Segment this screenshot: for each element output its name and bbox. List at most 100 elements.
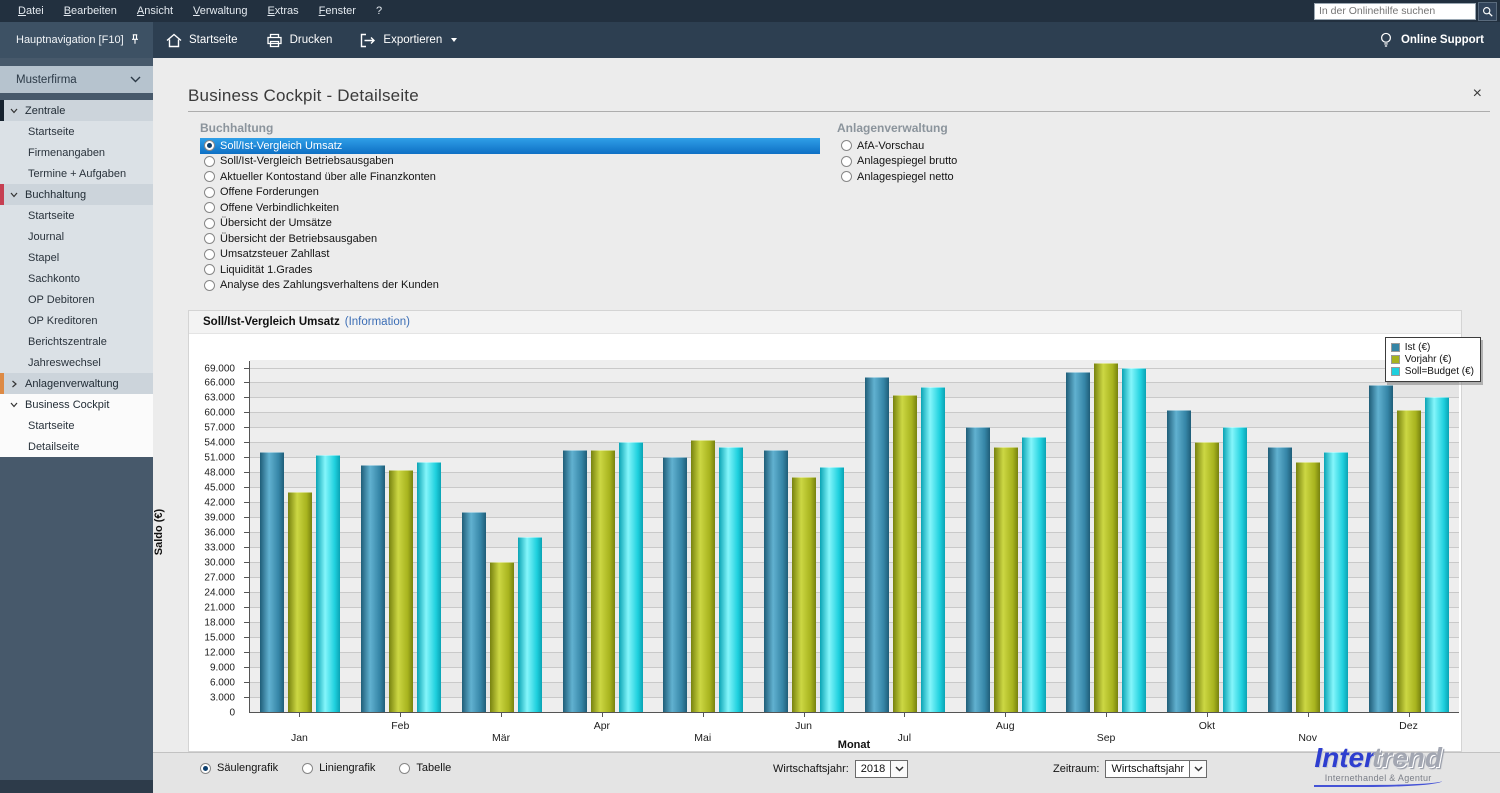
sidebar-item-label: Berichtszentrale bbox=[28, 335, 107, 348]
option-soll-ist-vergleich-betriebsausgaben[interactable]: Soll/Ist-Vergleich Betriebsausgaben bbox=[200, 154, 820, 170]
sidebar-item-buchhaltung-jahreswechsel[interactable]: Jahreswechsel bbox=[0, 352, 153, 373]
radio-icon bbox=[204, 140, 215, 152]
sidebar-section-buchhaltung[interactable]: Buchhaltung bbox=[0, 184, 153, 205]
option-label: Aktueller Kontostand über alle Finanzkon… bbox=[220, 170, 436, 183]
y-tick-mark bbox=[244, 592, 249, 594]
view-option-saeulengrafik[interactable]: Säulengrafik bbox=[200, 762, 278, 774]
search-button[interactable] bbox=[1478, 1, 1497, 21]
search-input[interactable] bbox=[1314, 2, 1476, 20]
sidebar-item-business-cockpit-detailseite[interactable]: Detailseite bbox=[0, 436, 153, 457]
sidebar-item-buchhaltung-op-kreditoren[interactable]: OP Kreditoren bbox=[0, 310, 153, 331]
view-option-liniengrafik[interactable]: Liniengrafik bbox=[302, 762, 375, 774]
option-label: Umsatzsteuer Zahllast bbox=[220, 248, 330, 261]
wirtschaftsjahr-select[interactable]: 2018 bbox=[854, 760, 909, 778]
option-anlagespiegel-brutto[interactable]: Anlagespiegel brutto bbox=[837, 154, 1137, 170]
option-umsatzsteuer-zahllast[interactable]: Umsatzsteuer Zahllast bbox=[200, 247, 820, 263]
option-liquiditaet-1-grades[interactable]: Liquidität 1.Grades bbox=[200, 262, 820, 278]
option-offene-verbindlichkeiten[interactable]: Offene Verbindlichkeiten bbox=[200, 200, 820, 216]
sidebar-item-buchhaltung-journal[interactable]: Journal bbox=[0, 226, 153, 247]
legend-item-vorjahr: Vorjahr (€) bbox=[1390, 353, 1474, 365]
online-support-button[interactable]: Online Support bbox=[1379, 22, 1484, 58]
grid-band bbox=[250, 682, 1459, 698]
x-label-cell: Aug bbox=[955, 713, 1056, 746]
sidebar-section-zentrale[interactable]: Zentrale bbox=[0, 100, 153, 121]
bar-group-nov bbox=[1258, 361, 1359, 712]
wirtschaftsjahr-value: 2018 bbox=[860, 763, 886, 775]
menu-item-datei[interactable]: Datei bbox=[18, 5, 44, 17]
plot-area bbox=[249, 360, 1459, 713]
bar-ist-jun bbox=[764, 449, 789, 712]
close-button[interactable]: × bbox=[1472, 85, 1482, 102]
option-uebersicht-der-betriebsausgaben[interactable]: Übersicht der Betriebsausgaben bbox=[200, 231, 820, 247]
sidebar-section-label: Anlagenverwaltung bbox=[25, 377, 119, 390]
menu-item-help[interactable]: ? bbox=[375, 5, 383, 17]
sidebar-section-anlagenverwaltung[interactable]: Anlagenverwaltung bbox=[0, 373, 153, 394]
grid-band bbox=[250, 397, 1459, 413]
wirtschaftsjahr-label: Wirtschaftsjahr: bbox=[773, 763, 849, 775]
company-selector[interactable]: Musterfirma bbox=[0, 66, 153, 93]
information-link[interactable]: (Information) bbox=[344, 316, 410, 328]
bar-ist-feb bbox=[361, 464, 386, 712]
startseite-button[interactable]: Startseite bbox=[166, 33, 238, 48]
option-aktueller-kontostand-ueber-alle-finanzkonten[interactable]: Aktueller Kontostand über alle Finanzkon… bbox=[200, 169, 820, 185]
radio-icon bbox=[204, 217, 215, 229]
y-tick-label: 45.000 bbox=[204, 482, 235, 494]
chevron-right-icon bbox=[12, 380, 17, 387]
grid-band bbox=[250, 562, 1459, 578]
option-anlagespiegel-netto[interactable]: Anlagespiegel netto bbox=[837, 169, 1137, 185]
x-label-cell: Nov bbox=[1257, 713, 1358, 746]
sidebar-item-buchhaltung-op-debitoren[interactable]: OP Debitoren bbox=[0, 289, 153, 310]
logo-text-inter: Inter bbox=[1314, 742, 1375, 773]
bar-group-dez bbox=[1358, 361, 1459, 712]
bar-group-feb bbox=[351, 361, 452, 712]
y-tick-mark bbox=[244, 517, 249, 519]
logo-text-trend: trend bbox=[1372, 742, 1442, 773]
hauptnavigation-button[interactable]: Hauptnavigation [F10] bbox=[0, 22, 153, 58]
option-soll-ist-vergleich-umsatz[interactable]: Soll/Ist-Vergleich Umsatz bbox=[200, 138, 820, 154]
bar-ist-maer bbox=[461, 512, 486, 712]
y-tick-label: 48.000 bbox=[204, 467, 235, 479]
sidebar-section-business-cockpit[interactable]: Business Cockpit bbox=[0, 394, 153, 415]
bar-vorjahr-maer bbox=[489, 562, 514, 712]
sidebar-item-zentrale-firmenangaben[interactable]: Firmenangaben bbox=[0, 142, 153, 163]
online-support-label: Online Support bbox=[1400, 34, 1484, 46]
option-label: AfA-Vorschau bbox=[857, 139, 925, 152]
menu-item-extras[interactable]: Extras bbox=[267, 5, 299, 17]
footer-bar: Säulengrafik Liniengrafik Tabelle Wirtscha… bbox=[153, 752, 1500, 793]
grid-band bbox=[250, 592, 1459, 608]
sidebar-item-buchhaltung-berichtszentrale[interactable]: Berichtszentrale bbox=[0, 331, 153, 352]
option-uebersicht-der-umsaetze[interactable]: Übersicht der Umsätze bbox=[200, 216, 820, 232]
option-analyse-des-zahlungsverhaltens-der-kunden[interactable]: Analyse des Zahlungsverhaltens der Kunde… bbox=[200, 278, 820, 294]
toolbar-buttons: Startseite Drucken Exportieren bbox=[166, 22, 458, 58]
sidebar-item-buchhaltung-startseite[interactable]: Startseite bbox=[0, 205, 153, 226]
x-label-jul: Jul bbox=[897, 732, 912, 744]
y-tick-label: 66.000 bbox=[204, 377, 235, 389]
sidebar-item-zentrale-startseite[interactable]: Startseite bbox=[0, 121, 153, 142]
option-offene-forderungen[interactable]: Offene Forderungen bbox=[200, 185, 820, 201]
menu-item-ansicht[interactable]: Ansicht bbox=[136, 5, 174, 17]
zeitraum-select[interactable]: Wirtschaftsjahr bbox=[1105, 760, 1208, 778]
exportieren-button[interactable]: Exportieren bbox=[360, 33, 458, 48]
option-group-anlagenverwaltung: Anlagenverwaltung AfA-Vorschau Anlagespieg… bbox=[837, 121, 1137, 185]
sidebar-item-buchhaltung-sachkonto[interactable]: Sachkonto bbox=[0, 268, 153, 289]
sidebar-item-zentrale-termine-aufgaben[interactable]: Termine + Aufgaben bbox=[0, 163, 153, 184]
drucken-button[interactable]: Drucken bbox=[266, 33, 332, 48]
sidebar-item-business-cockpit-startseite[interactable]: Startseite bbox=[0, 415, 153, 436]
view-option-tabelle[interactable]: Tabelle bbox=[399, 762, 451, 774]
grid-band bbox=[250, 487, 1459, 503]
x-label-jun: Jun bbox=[795, 720, 813, 732]
bar-soll-budget-feb bbox=[417, 462, 442, 712]
y-tick-mark bbox=[244, 577, 249, 579]
bar-soll-budget-okt bbox=[1223, 427, 1248, 712]
menu-item-bearbeiten[interactable]: Bearbeiten bbox=[63, 5, 117, 17]
menu-item-fenster[interactable]: Fenster bbox=[318, 5, 356, 17]
menu-item-verwaltung[interactable]: Verwaltung bbox=[193, 5, 248, 17]
y-axis-ticks: 0 3.000 6.000 9.000 12.000 15.000 18.000 21.000… bbox=[193, 361, 243, 719]
sidebar-item-buchhaltung-stapel[interactable]: Stapel bbox=[0, 247, 153, 268]
grid-band bbox=[250, 442, 1459, 458]
option-afa-vorschau[interactable]: AfA-Vorschau bbox=[837, 138, 1137, 154]
pin-icon[interactable] bbox=[129, 33, 141, 47]
chevron-down-icon bbox=[10, 192, 18, 197]
sidebar: Musterfirma Zentrale Startseite Firmenanga… bbox=[0, 58, 153, 793]
